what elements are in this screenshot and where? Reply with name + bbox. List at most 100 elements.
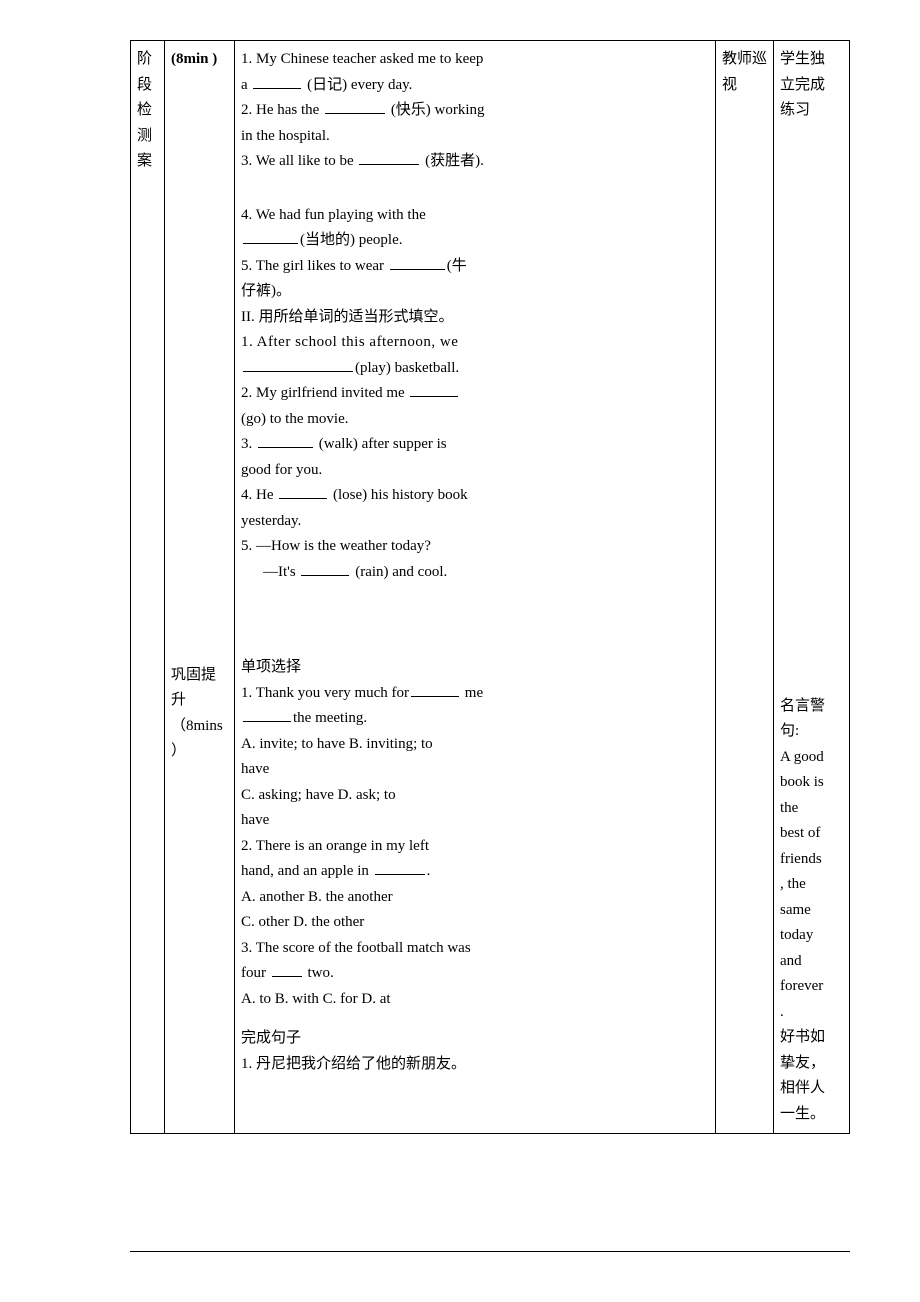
line: four two. — [241, 961, 709, 987]
line: 2. He has the (快乐) working — [241, 98, 709, 124]
line: hand, and an apple in . — [241, 859, 709, 885]
blank — [411, 681, 459, 697]
stage2-line: 巩固提 — [171, 663, 228, 689]
stage2-line: 升 — [171, 688, 228, 714]
line: 3. The score of the football match was — [241, 936, 709, 962]
student-line: 立完成 — [780, 73, 843, 99]
s2-q3: 3. The score of the football match was f… — [241, 936, 709, 1013]
stage2-line: （8mins — [171, 714, 228, 740]
quote-line: the — [780, 796, 843, 822]
quote-line: and — [780, 949, 843, 975]
s1-II-q1: 1. After school this afternoon, we (play… — [241, 330, 709, 381]
char: 段 — [137, 73, 158, 99]
line: C. asking; have D. ask; to — [241, 783, 709, 809]
line: A. to B. with C. for D. at — [241, 987, 709, 1013]
blank — [243, 228, 298, 244]
blank — [410, 381, 458, 397]
col-student: 学生独 立完成 练习 名言警 句: A good book is the bes… — [774, 41, 850, 1134]
blank — [325, 98, 385, 114]
char: 检 — [137, 98, 158, 124]
blank — [375, 859, 425, 875]
quote-line: 一生。 — [780, 1102, 843, 1128]
line: A. another B. the another — [241, 885, 709, 911]
line: have — [241, 757, 709, 783]
char: 阶 — [137, 47, 158, 73]
char: 案 — [137, 149, 158, 175]
line: 2. My girlfriend invited me — [241, 381, 709, 407]
line: 3. We all like to be (获胜者). — [241, 149, 709, 175]
blank — [253, 73, 301, 89]
sent-head: 完成句子 — [241, 1026, 709, 1052]
line: 1. My Chinese teacher asked me to keep — [241, 47, 709, 73]
quote-line: best of — [780, 821, 843, 847]
quote-line: 好书如 — [780, 1025, 843, 1051]
quote-line: 名言警 — [780, 694, 843, 720]
s1-q4: 4. We had fun playing with the (当地的) peo… — [241, 203, 709, 254]
stage-2: 巩固提 升 （8mins ） — [171, 663, 228, 765]
line: 5. The girl likes to wear (牛 — [241, 254, 709, 280]
stage2-line: ） — [171, 739, 228, 765]
blank — [258, 432, 313, 448]
line: 5. —How is the weather today? — [241, 534, 709, 560]
line: yesterday. — [241, 509, 709, 535]
blank — [359, 149, 419, 165]
blank — [279, 483, 327, 499]
quote-line: 挚友， — [780, 1051, 843, 1077]
s2-q1: 1. Thank you very much for me the meetin… — [241, 681, 709, 834]
student-line: 学生独 — [780, 47, 843, 73]
line: 1. Thank you very much for me — [241, 681, 709, 707]
blank — [243, 706, 291, 722]
s1-q5: 5. The girl likes to wear (牛 仔裤)。 — [241, 254, 709, 305]
quote-line: , the — [780, 872, 843, 898]
s1-q3: 3. We all like to be (获胜者). — [241, 149, 709, 175]
stage-duration-1: (8min ) — [171, 47, 228, 73]
line: —It's (rain) and cool. — [241, 560, 709, 586]
line: A. invite; to have B. inviting; to — [241, 732, 709, 758]
s1-II-q5: 5. —How is the weather today? —It's (rai… — [241, 534, 709, 585]
section-II-head: II. 用所给单词的适当形式填空。 — [241, 305, 709, 331]
s1-q2: 2. He has the (快乐) working in the hospit… — [241, 98, 709, 149]
col-stage: (8min ) 巩固提 升 （8mins ） — [165, 41, 235, 1134]
quote-line: today — [780, 923, 843, 949]
quote-line: same — [780, 898, 843, 924]
col-section-label: 阶 段 检 测 案 — [131, 41, 165, 1134]
line: 4. He (lose) his history book — [241, 483, 709, 509]
s1-II-q2: 2. My girlfriend invited me (go) to the … — [241, 381, 709, 432]
line: (当地的) people. — [241, 228, 709, 254]
quote-line: 句: — [780, 719, 843, 745]
line: 仔裤)。 — [241, 279, 709, 305]
line: 4. We had fun playing with the — [241, 203, 709, 229]
footer-rule — [130, 1251, 850, 1252]
line: good for you. — [241, 458, 709, 484]
line: the meeting. — [241, 706, 709, 732]
char: 测 — [137, 124, 158, 150]
blank — [243, 356, 353, 372]
s1-q1: 1. My Chinese teacher asked me to keep a… — [241, 47, 709, 98]
teacher-line: 教师巡 — [722, 47, 767, 73]
line: a (日记) every day. — [241, 73, 709, 99]
lesson-table: 阶 段 检 测 案 (8min ) 巩固提 升 （8mins ） — [130, 40, 850, 1134]
mc-head: 单项选择 — [241, 655, 709, 681]
quote-line: forever — [780, 974, 843, 1000]
s1-II-q3: 3. (walk) after supper is good for you. — [241, 432, 709, 483]
sent-q1: 1. 丹尼把我介绍给了他的新朋友。 — [241, 1052, 709, 1078]
line: in the hospital. — [241, 124, 709, 150]
s1-II-q4: 4. He (lose) his history book yesterday. — [241, 483, 709, 534]
blank — [272, 961, 302, 977]
blank — [390, 254, 445, 270]
quote-line: friends — [780, 847, 843, 873]
quote-line: . — [780, 1000, 843, 1026]
teacher-line: 视 — [722, 73, 767, 99]
line: 3. (walk) after supper is — [241, 432, 709, 458]
quote-line: A good — [780, 745, 843, 771]
blank — [301, 560, 349, 576]
s2-q2: 2. There is an orange in my left hand, a… — [241, 834, 709, 936]
line: (go) to the movie. — [241, 407, 709, 433]
col-content: 1. My Chinese teacher asked me to keep a… — [235, 41, 716, 1134]
line: (play) basketball. — [241, 356, 709, 382]
page: 阶 段 检 测 案 (8min ) 巩固提 升 （8mins ） — [0, 0, 920, 1302]
line: have — [241, 808, 709, 834]
quote-line: book is — [780, 770, 843, 796]
line: 1. After school this afternoon, we — [241, 330, 709, 356]
line: C. other D. the other — [241, 910, 709, 936]
